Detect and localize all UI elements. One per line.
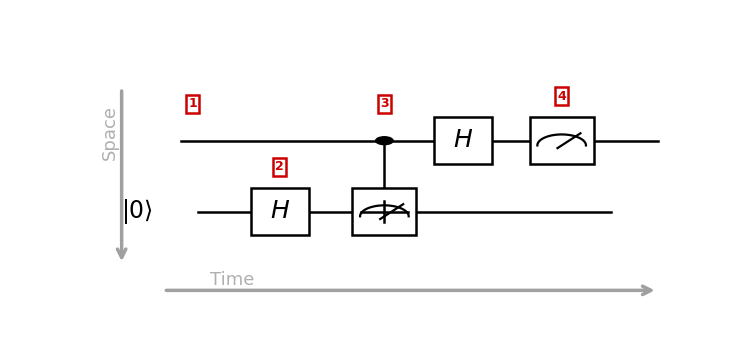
Text: 4: 4	[557, 90, 566, 103]
Text: 3: 3	[380, 98, 388, 110]
Text: $|0\rangle$: $|0\rangle$	[122, 197, 154, 226]
Text: 1: 1	[188, 98, 197, 110]
Text: 2: 2	[275, 161, 284, 174]
Text: $H$: $H$	[270, 200, 290, 223]
Circle shape	[362, 201, 408, 222]
FancyBboxPatch shape	[530, 117, 594, 164]
FancyBboxPatch shape	[433, 117, 492, 164]
FancyBboxPatch shape	[352, 188, 416, 235]
Text: Space: Space	[101, 105, 119, 160]
Text: Time: Time	[210, 271, 254, 289]
FancyBboxPatch shape	[251, 188, 309, 235]
Text: $H$: $H$	[453, 129, 473, 152]
Circle shape	[376, 137, 393, 145]
